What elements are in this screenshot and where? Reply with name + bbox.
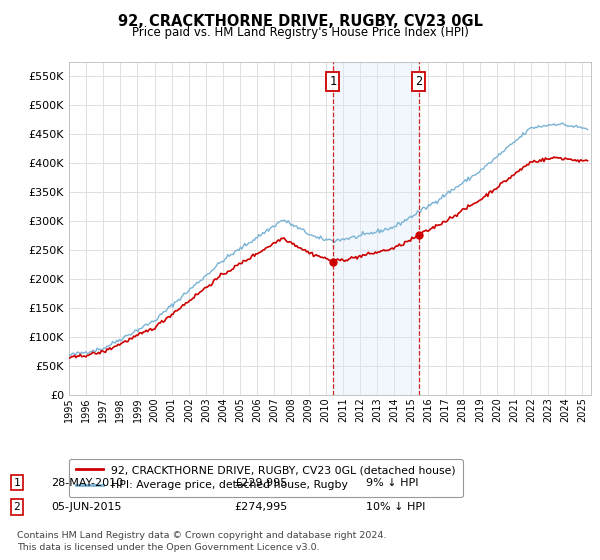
Bar bbox=[333, 62, 419, 395]
Text: 28-MAY-2010: 28-MAY-2010 bbox=[51, 478, 123, 488]
Text: 92, CRACKTHORNE DRIVE, RUGBY, CV23 0GL: 92, CRACKTHORNE DRIVE, RUGBY, CV23 0GL bbox=[118, 14, 482, 29]
Text: 2: 2 bbox=[415, 75, 422, 88]
Text: 05-JUN-2015: 05-JUN-2015 bbox=[51, 502, 121, 512]
Text: £274,995: £274,995 bbox=[234, 502, 287, 512]
Legend: 92, CRACKTHORNE DRIVE, RUGBY, CV23 0GL (detached house), HPI: Average price, det: 92, CRACKTHORNE DRIVE, RUGBY, CV23 0GL (… bbox=[69, 459, 463, 497]
Text: 9% ↓ HPI: 9% ↓ HPI bbox=[366, 478, 419, 488]
Text: £229,995: £229,995 bbox=[234, 478, 287, 488]
Text: 1: 1 bbox=[329, 75, 337, 88]
Text: Contains HM Land Registry data © Crown copyright and database right 2024.
This d: Contains HM Land Registry data © Crown c… bbox=[17, 531, 386, 552]
Text: 2: 2 bbox=[13, 502, 20, 512]
Text: Price paid vs. HM Land Registry's House Price Index (HPI): Price paid vs. HM Land Registry's House … bbox=[131, 26, 469, 39]
Text: 1: 1 bbox=[13, 478, 20, 488]
Text: 10% ↓ HPI: 10% ↓ HPI bbox=[366, 502, 425, 512]
